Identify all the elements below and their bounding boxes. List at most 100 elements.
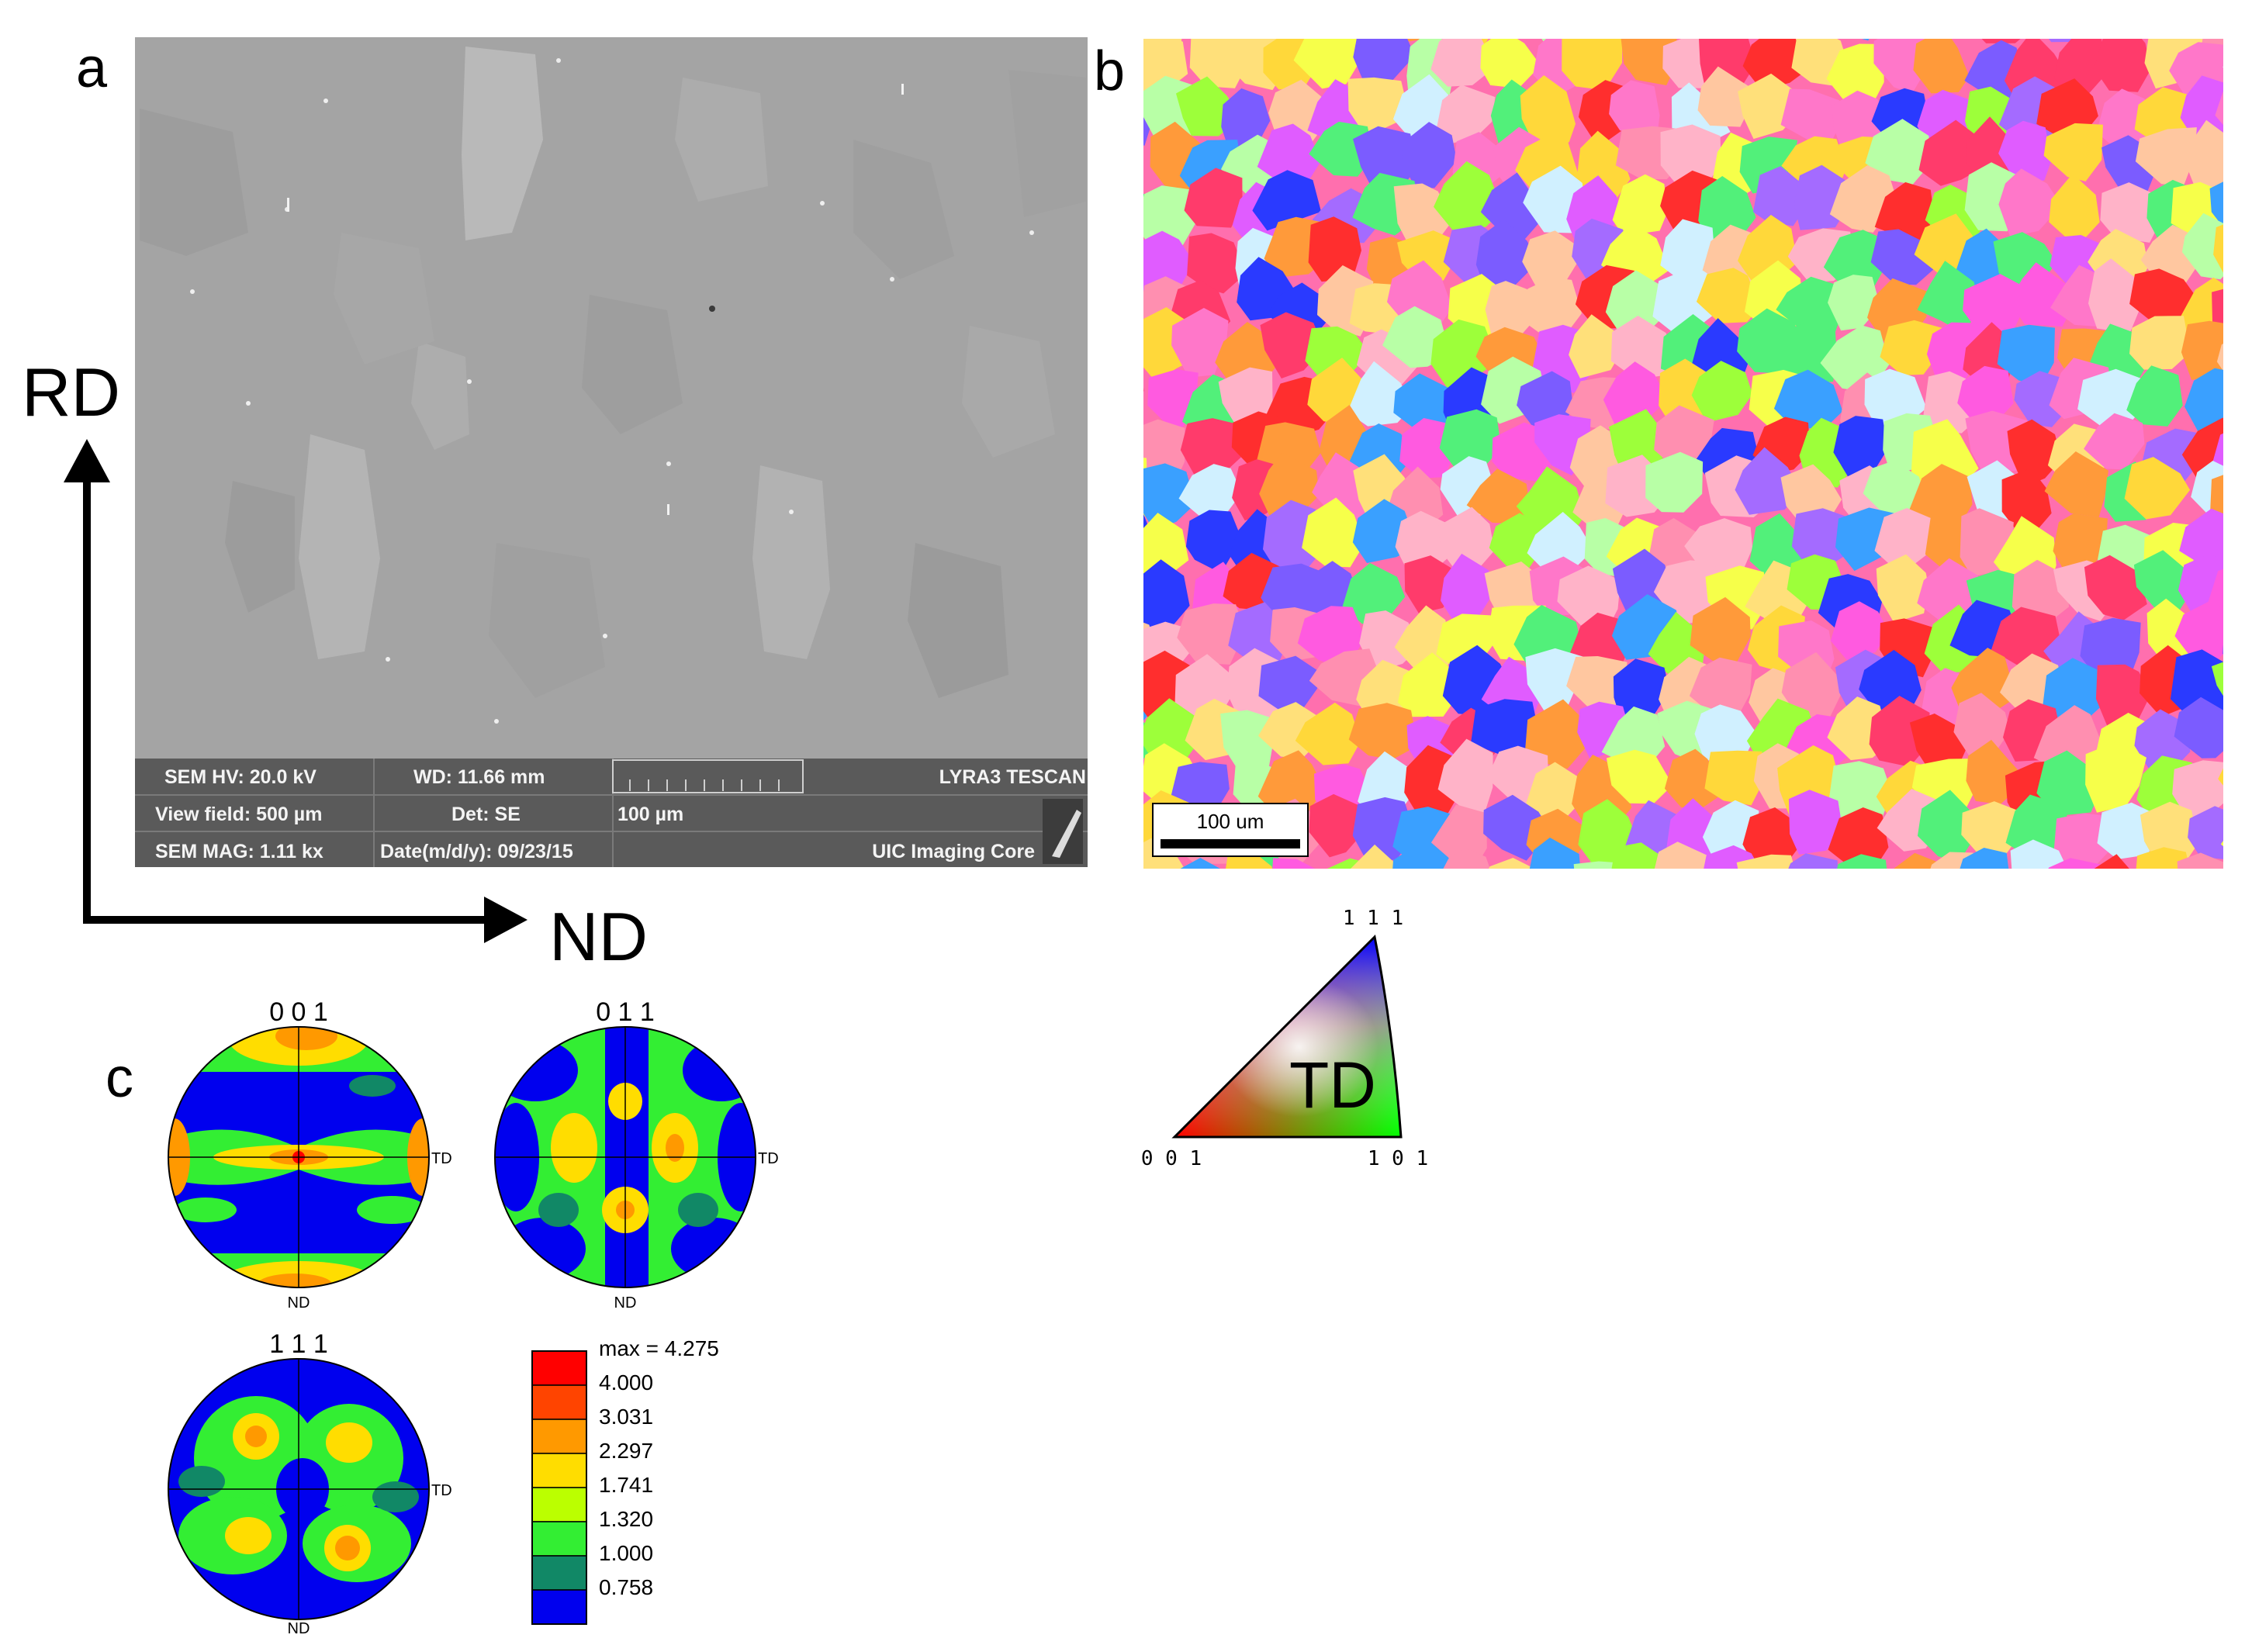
nd-label: ND <box>549 898 648 975</box>
grain <box>2088 258 2143 334</box>
grain <box>1566 656 1628 712</box>
grain <box>1613 658 1670 724</box>
grain <box>2085 741 2146 813</box>
grain <box>1466 468 1531 524</box>
grain <box>2170 649 2223 718</box>
grain <box>1475 219 1538 288</box>
grain <box>1143 39 1188 93</box>
grain <box>2007 419 2062 487</box>
grain <box>1874 508 1942 571</box>
grain <box>2124 457 2191 520</box>
grain <box>1788 790 1843 855</box>
grain <box>1308 216 1361 282</box>
grain <box>1773 369 1843 431</box>
grain <box>1177 603 1245 665</box>
grain <box>1079 754 1137 817</box>
info-bar-background <box>135 759 1088 867</box>
grain <box>1143 193 1147 220</box>
grain <box>1830 601 1889 660</box>
grain <box>1788 853 1839 869</box>
grain <box>2129 268 2198 322</box>
orientation-axes: RD ND <box>22 354 648 975</box>
grain <box>2080 617 2141 681</box>
grain <box>1529 837 1581 869</box>
grain <box>2004 0 2054 37</box>
grain <box>1471 699 1538 763</box>
grain <box>1981 39 2021 43</box>
grain <box>1143 360 1145 365</box>
panel-a-label: a <box>76 37 108 99</box>
ipf-key: 1 1 1 0 0 1 1 0 1 TD <box>1141 907 1428 1170</box>
grain <box>1998 168 2062 237</box>
grain <box>1143 458 1147 519</box>
grain <box>2095 664 2151 727</box>
grain <box>1828 761 1892 826</box>
grain <box>1143 230 1194 297</box>
grain <box>1691 361 1753 423</box>
grain <box>1187 233 1247 294</box>
grain <box>1917 790 1976 862</box>
grain <box>2101 0 2158 37</box>
legend-label: 3.031 <box>599 1405 653 1429</box>
grain <box>2177 852 2223 869</box>
grain <box>1393 373 1462 434</box>
grain <box>1957 365 2014 427</box>
ebsd-scale-box: 100 um <box>1152 803 1309 857</box>
grain <box>2136 847 2190 869</box>
grain <box>1359 610 1418 672</box>
sem-scale-bar <box>612 759 804 793</box>
grain <box>1342 562 1406 624</box>
legend-swatch <box>531 1419 587 1454</box>
grain <box>1436 85 1496 144</box>
grain <box>1520 75 1576 147</box>
grain <box>2209 181 2223 228</box>
info-detector: Det: SE <box>451 804 521 825</box>
grain <box>1525 648 1583 712</box>
grain <box>1611 842 1670 869</box>
grain <box>1439 409 1501 473</box>
grain <box>1880 320 1943 375</box>
grain <box>1704 750 1764 806</box>
grain <box>2223 611 2245 675</box>
pole-figure-right-label: TD <box>431 1482 452 1499</box>
grain <box>1869 696 1930 767</box>
grain <box>1828 275 1880 331</box>
grain <box>1184 168 1243 228</box>
pole-figure-right-label: TD <box>431 1150 452 1167</box>
pole-figure-011: 0 1 1 TD <box>494 997 779 1312</box>
info-hv: SEM HV: 20.0 kV <box>164 766 317 788</box>
ipf-label-111: 1 1 1 <box>1343 907 1403 930</box>
grain <box>1997 324 2055 387</box>
rd-arrowhead-icon <box>64 439 110 482</box>
grain <box>2129 316 2191 370</box>
grain <box>1143 387 1144 392</box>
grain <box>1398 652 1455 717</box>
grain <box>1569 314 1622 378</box>
pole-figure-title: 0 1 1 <box>596 997 655 1027</box>
grain <box>2043 123 2103 181</box>
grain <box>1257 750 1325 817</box>
grain <box>1392 838 1455 869</box>
grain <box>2216 344 2223 372</box>
grain <box>1143 513 1189 579</box>
grain <box>1913 39 1970 94</box>
grain <box>1660 219 1715 279</box>
grain <box>1295 702 1361 766</box>
grain <box>2054 39 2105 96</box>
grain <box>1430 39 1495 87</box>
grain <box>1228 602 1286 664</box>
grain <box>1272 858 1316 869</box>
grain <box>2212 860 2245 927</box>
grain <box>2174 601 2223 663</box>
grain <box>2227 375 2245 434</box>
legend-label: 1.000 <box>599 1541 653 1565</box>
grain <box>2210 475 2223 520</box>
grain <box>2224 125 2245 192</box>
pole-figure-legend: max = 4.275 4.000 3.031 2.297 1.741 1.32… <box>531 1336 719 1625</box>
grain <box>2227 513 2245 572</box>
grain <box>2186 119 2223 192</box>
grain <box>2133 550 2191 613</box>
grain <box>1697 66 1749 127</box>
info-instrument: LYRA3 TESCAN <box>939 766 1086 788</box>
